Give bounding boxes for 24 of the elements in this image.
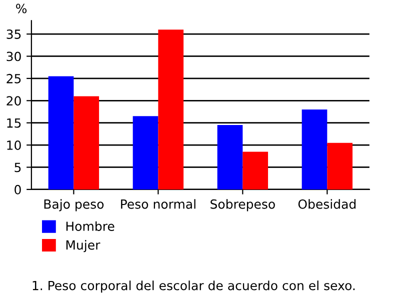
bar [302,110,328,190]
bar [327,142,353,190]
bar [74,96,100,190]
bar [217,125,243,190]
y-axis-title: % [16,4,27,14]
y-tick-label: 30 [6,52,21,62]
x-tick-label: Sobrepeso [210,199,275,212]
x-tick-label: Peso normal [121,199,196,209]
y-tick-label: 35 [6,30,21,39]
y-tick-label: 20 [6,96,21,106]
legend-label: Hombre [66,221,114,231]
legend-label: Mujer [66,240,100,252]
bar [48,76,74,190]
y-tick-label: 25 [6,74,21,84]
bar [158,30,184,190]
y-tick-label: 0 [14,184,21,194]
bar [242,152,268,190]
x-tick-label: Obesidad [298,199,356,209]
bar [132,116,158,190]
text: 1. Peso corporal del escolar de acuerdo con el sexo. [32,280,355,293]
y-tick-label: 10 [7,140,21,150]
y-tick-label: 15 [7,118,21,128]
x-tick-label: Bajo peso [44,199,104,212]
y-tick-label: 5 [14,162,21,172]
